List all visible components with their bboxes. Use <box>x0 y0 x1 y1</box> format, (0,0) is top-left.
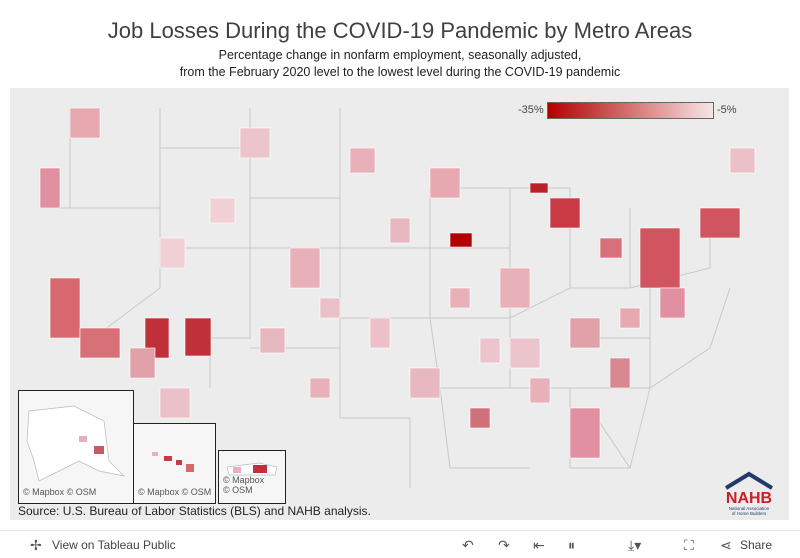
source-note: Source: U.S. Bureau of Labor Statistics … <box>18 504 371 518</box>
puerto-rico-inset[interactable]: © Mapbox © OSM <box>218 450 286 504</box>
hawaii-shape <box>152 452 194 472</box>
svg-text:National Association: National Association <box>729 506 770 511</box>
subtitle-line1: Percentage change in nonfarm employment,… <box>218 48 582 62</box>
puerto-rico-attribution: © Mapbox © OSM <box>223 475 265 495</box>
legend-low-label: -35% <box>518 104 544 116</box>
share-icon[interactable]: ⋖ <box>720 537 732 553</box>
undo-icon[interactable]: ↶ <box>462 537 474 553</box>
hawaii-inset[interactable]: © Mapbox © OSM <box>133 423 216 504</box>
subtitle-line2: from the February 2020 level to the lowe… <box>179 65 621 79</box>
pause-icon[interactable]: ⏸ <box>568 537 575 553</box>
tableau-toolbar: ✢ View on Tableau Public ↶ ↷ ⇤ ⏸ ⤓▾ ⛶ ⋖ … <box>0 530 800 558</box>
revert-icon[interactable]: ⇤ <box>533 537 545 553</box>
alaska-attribution: © Mapbox © OSM <box>23 487 97 497</box>
nahb-logo-mark: NAHB National Association of Home Builde… <box>724 471 774 516</box>
legend-high-label: -5% <box>717 104 737 116</box>
map-canvas <box>39 107 756 488</box>
legend-color-bar <box>547 102 714 119</box>
page-title: Job Losses During the COVID-19 Pandemic … <box>107 18 693 43</box>
nahb-logo: NAHB National Association of Home Builde… <box>718 470 780 516</box>
redo-icon[interactable]: ↷ <box>498 537 510 553</box>
alaska-shape <box>26 405 126 482</box>
tableau-icon[interactable]: ✢ <box>30 537 42 553</box>
fullscreen-icon[interactable]: ⛶ <box>684 537 694 553</box>
alaska-inset[interactable]: © Mapbox © OSM <box>18 390 134 504</box>
svg-text:NAHB: NAHB <box>726 490 772 507</box>
svg-text:of Home Builders: of Home Builders <box>732 511 767 516</box>
download-icon[interactable]: ⤓▾ <box>628 537 642 553</box>
puerto-rico-shape <box>226 462 278 476</box>
hawaii-attribution: © Mapbox © OSM <box>138 487 212 497</box>
view-on-tableau-link[interactable]: View on Tableau Public <box>52 538 176 552</box>
share-button[interactable]: Share <box>740 538 773 552</box>
